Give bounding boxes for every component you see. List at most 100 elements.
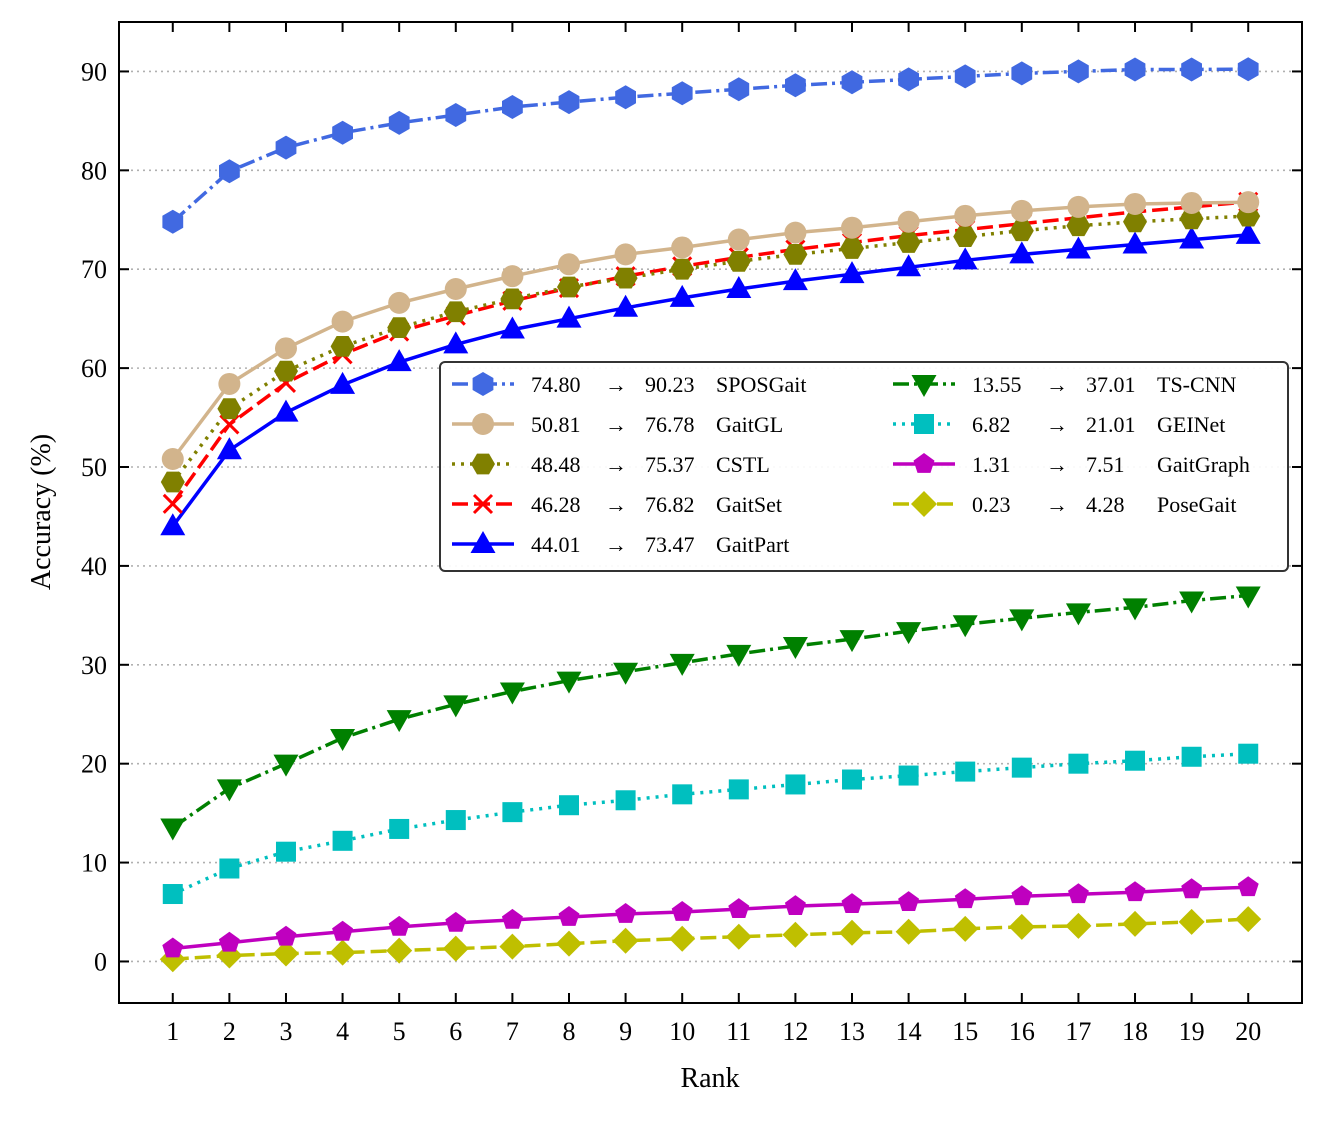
point-geinet-1: [162, 884, 183, 905]
point-gaitgraph-18: [1124, 881, 1146, 902]
point-sposgait-17: [1068, 59, 1089, 84]
legend-marker-gaitpart: [470, 531, 496, 553]
point-geinet-8: [558, 795, 579, 816]
point-gaitpart-8: [556, 305, 582, 328]
point-gaitpart-20: [1235, 221, 1261, 244]
y-tick-label-20: 20: [81, 750, 107, 779]
point-posegait-17: [1065, 912, 1092, 939]
x-tick-label-3: 3: [279, 1017, 292, 1046]
point-posegait-11: [725, 923, 752, 950]
point-geinet-16: [1011, 757, 1032, 778]
point-ts-cnn-5: [386, 710, 412, 733]
y-tick-label-70: 70: [81, 255, 107, 284]
legend-label-gaitgl: GaitGL: [716, 412, 783, 437]
legend-item-sposgait: 74.80 → 90.23 SPOSGait: [452, 372, 806, 397]
point-cstl-19: [1179, 208, 1204, 230]
point-cstl-16: [1009, 220, 1034, 242]
legend: 74.80 → 90.23 SPOSGait 50.81 → 76.78 GaitGL 48.4…: [439, 361, 1289, 572]
point-gaitpart-14: [896, 254, 922, 277]
x-tick-label-4: 4: [336, 1017, 349, 1046]
point-gaitpart-16: [1009, 241, 1035, 264]
point-gaitpart-19: [1179, 226, 1205, 249]
point-sposgait-2: [219, 159, 240, 184]
legend-label-geinet: GEINet: [1157, 412, 1225, 437]
legend-marker-gaitgl: [472, 413, 494, 435]
point-ts-cnn-17: [1065, 603, 1091, 626]
point-gaitgraph-10: [671, 901, 693, 921]
point-gaitgraph-5: [388, 915, 410, 936]
point-posegait-4: [329, 939, 356, 966]
legend-marker-gaitgraph: [913, 453, 935, 473]
point-gaitgraph-7: [501, 908, 523, 929]
legend-start-ts-cnn: 13.55: [972, 372, 1022, 397]
legend-arrow-sposgait: →: [605, 372, 627, 397]
point-sposgait-1: [162, 209, 184, 234]
legend-start-geinet: 6.82: [972, 412, 1011, 437]
point-cstl-9: [613, 267, 638, 289]
point-gaitgl-9: [614, 243, 637, 266]
point-cstl-11: [726, 250, 751, 272]
legend-start-sposgait: 74.80: [531, 372, 581, 397]
point-sposgait-13: [841, 70, 863, 95]
point-gaitpart-9: [613, 294, 639, 317]
point-sposgait-7: [502, 95, 523, 119]
plot-area-frame: [118, 21, 1303, 1004]
point-sposgait-8: [558, 90, 580, 115]
point-gaitgraph-17: [1068, 883, 1089, 904]
legend-box: [439, 361, 1289, 572]
point-gaitgl-6: [444, 278, 467, 301]
point-gaitgraph-6: [445, 911, 467, 932]
series-line-ts-cnn: [171, 593, 1249, 829]
point-ts-cnn-9: [613, 662, 639, 685]
series-line-gaitset: [171, 200, 1249, 505]
point-gaitpart-11: [726, 276, 752, 299]
point-ts-cnn-1: [160, 818, 186, 841]
point-cstl-17: [1066, 215, 1091, 237]
point-posegait-16: [1008, 913, 1035, 940]
x-tick-label-7: 7: [506, 1017, 519, 1046]
x-tick-label-11: 11: [726, 1017, 751, 1046]
x-tick-label-6: 6: [449, 1017, 462, 1046]
point-ts-cnn-15: [952, 615, 978, 638]
point-posegait-3: [272, 940, 299, 967]
legend-end-geinet: 21.01: [1086, 412, 1136, 437]
legend-item-posegait: 0.23 → 4.28 PoseGait: [893, 491, 1236, 517]
point-geinet-14: [898, 765, 919, 786]
point-ts-cnn-6: [443, 695, 469, 718]
point-cstl-4: [330, 336, 355, 357]
point-cstl-2: [217, 398, 242, 420]
point-gaitgl-1: [161, 447, 184, 470]
point-cstl-1: [160, 471, 185, 493]
legend-item-gaitgl: 50.81 → 76.78 GaitGL: [452, 412, 783, 437]
point-gaitgl-7: [501, 265, 524, 288]
legend-end-gaitgl: 76.78: [645, 412, 695, 437]
y-axis-title: Accuracy (%): [26, 434, 57, 590]
legend-arrow-ts-cnn: →: [1046, 372, 1068, 397]
point-sposgait-4: [332, 120, 353, 145]
legend-start-cstl: 48.48: [531, 452, 581, 477]
x-tick-label-16: 16: [1009, 1017, 1035, 1046]
point-gaitgl-5: [388, 291, 411, 314]
point-ts-cnn-19: [1179, 591, 1205, 614]
point-gaitgl-12: [784, 221, 807, 244]
point-ts-cnn-4: [330, 728, 356, 751]
y-tick-label-50: 50: [81, 453, 107, 482]
point-posegait-7: [499, 933, 526, 960]
x-tick-label-9: 9: [619, 1017, 632, 1046]
x-tick-label-10: 10: [669, 1017, 695, 1046]
point-sposgait-11: [728, 77, 750, 102]
legend-marker-sposgait: [472, 372, 494, 396]
legend-label-posegait: PoseGait: [1157, 492, 1236, 517]
point-ts-cnn-3: [273, 754, 299, 777]
legend-end-ts-cnn: 37.01: [1086, 372, 1136, 397]
legend-marker-geinet: [914, 414, 934, 434]
point-cstl-10: [670, 258, 695, 280]
point-gaitgl-17: [1067, 195, 1090, 218]
legend-arrow-gaitset: →: [605, 492, 627, 517]
point-geinet-7: [502, 802, 523, 823]
legend-arrow-gaitpart: →: [605, 532, 627, 557]
point-gaitgl-16: [1010, 199, 1033, 222]
legend-start-gaitset: 46.28: [531, 492, 581, 517]
